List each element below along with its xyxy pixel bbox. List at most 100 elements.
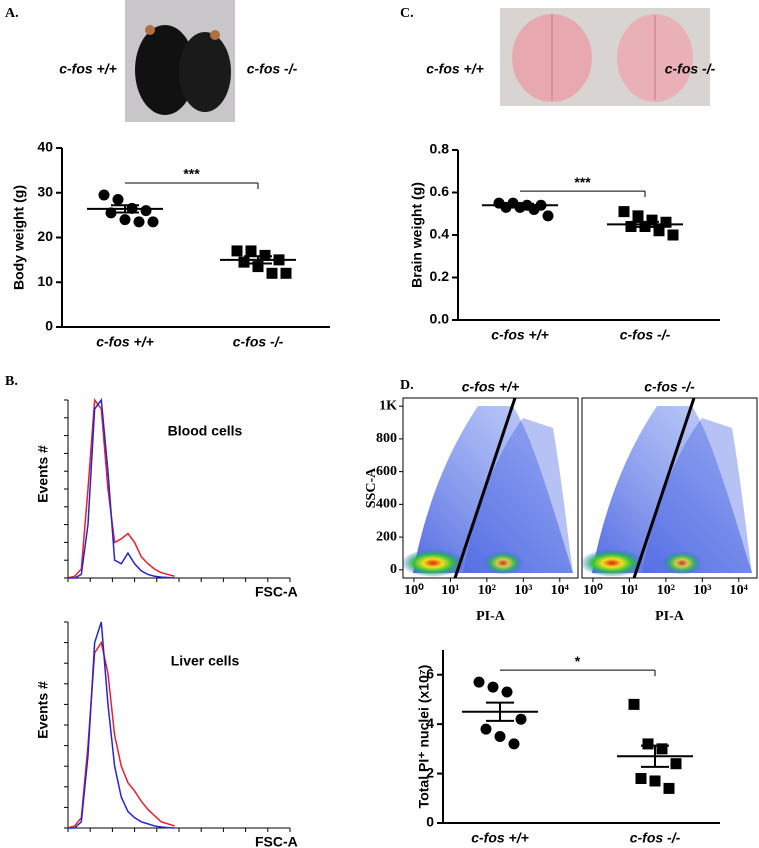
y-tick-label: 4 xyxy=(426,715,434,731)
y-tick-label: 0.4 xyxy=(430,226,450,242)
y-tick-label: 20 xyxy=(37,228,53,244)
x-tick-label: 10¹ xyxy=(441,583,459,598)
y-tick-label: 1K xyxy=(379,398,397,413)
x-axis-label: FSC-A xyxy=(255,834,298,848)
y-tick-label: 400 xyxy=(376,497,397,512)
data-point xyxy=(473,676,485,688)
data-point xyxy=(670,758,682,770)
x-tick-label: c-fos +/+ xyxy=(491,327,549,343)
y-tick-label: 6 xyxy=(426,665,434,681)
y-tick-label: 200 xyxy=(376,529,397,544)
chart-title: Liver cells xyxy=(171,653,240,669)
mouse-photo xyxy=(125,0,235,122)
panel-label: D. xyxy=(400,378,414,393)
y-tick-label: 0 xyxy=(390,562,397,577)
y-axis-label: Brain weight (g) xyxy=(409,182,425,288)
x-tick-label: 10² xyxy=(478,583,496,598)
x-tick-label: c-fos +/+ xyxy=(96,334,154,350)
x-tick-label: 10⁰ xyxy=(404,583,424,598)
x-axis-label: FSC-A xyxy=(255,584,298,600)
data-point xyxy=(542,210,554,222)
histogram-line xyxy=(68,621,175,829)
x-tick-label: 10⁴ xyxy=(730,583,749,598)
density-cloud xyxy=(403,398,575,578)
data-point xyxy=(632,210,644,222)
x-tick-label: 10¹ xyxy=(620,583,638,598)
data-point xyxy=(653,225,665,237)
data-point xyxy=(635,773,647,785)
panel-label: B. xyxy=(5,374,18,389)
histogram-line xyxy=(67,640,175,829)
data-point xyxy=(140,205,152,217)
significance-label: * xyxy=(575,653,581,669)
data-point xyxy=(646,214,658,226)
y-tick-label: 0.0 xyxy=(430,311,450,327)
y-axis-label: Body weight (g) xyxy=(11,185,27,290)
data-point xyxy=(656,743,668,755)
data-point xyxy=(501,686,513,698)
histogram-line xyxy=(68,397,175,579)
data-point xyxy=(649,775,661,787)
data-point xyxy=(231,245,243,257)
y-axis-label: Events # xyxy=(35,681,51,739)
data-point xyxy=(494,731,506,742)
data-point xyxy=(112,193,124,205)
data-point xyxy=(266,267,278,279)
photo-label: c-fos -/- xyxy=(665,61,716,77)
y-tick-label: 600 xyxy=(376,464,397,479)
data-point xyxy=(98,189,110,201)
x-axis-label: PI-A xyxy=(476,609,506,624)
significance-label: *** xyxy=(574,174,591,190)
data-point xyxy=(487,681,499,693)
x-tick-label: c-fos -/- xyxy=(630,830,681,846)
data-point xyxy=(660,216,672,228)
data-point xyxy=(147,216,159,228)
data-point xyxy=(628,698,640,710)
brain-photo xyxy=(500,8,710,106)
y-axis-label: Total PI⁺ nuclei (x10⁷) xyxy=(416,665,432,809)
photo-label: c-fos +/+ xyxy=(426,61,484,77)
y-tick-label: 2 xyxy=(426,764,434,780)
y-tick-label: 800 xyxy=(376,431,397,446)
data-point xyxy=(133,216,145,228)
x-tick-label: c-fos -/- xyxy=(233,334,284,350)
y-tick-label: 0.8 xyxy=(430,141,450,157)
panel-label: A. xyxy=(5,6,19,21)
y-tick-label: 0.2 xyxy=(430,268,450,284)
x-tick-label: 10⁰ xyxy=(583,583,603,598)
plot-frame xyxy=(581,397,758,579)
data-point xyxy=(618,206,630,218)
y-axis-label: Events # xyxy=(35,445,51,503)
data-point xyxy=(480,723,492,735)
data-point xyxy=(238,256,250,268)
histogram-line xyxy=(67,397,175,579)
data-point xyxy=(119,214,131,226)
data-point xyxy=(667,229,679,241)
photo-label: c-fos +/+ xyxy=(59,61,117,77)
x-axis-label: PI-A xyxy=(655,609,685,624)
density-cloud xyxy=(582,398,754,578)
x-tick-label: 10² xyxy=(657,583,675,598)
y-axis-label: SSC-A xyxy=(364,467,379,508)
photo-label: c-fos -/- xyxy=(247,61,298,77)
x-tick-label: c-fos -/- xyxy=(620,327,671,343)
x-tick-label: 10³ xyxy=(514,583,532,598)
data-point xyxy=(280,267,292,279)
data-point xyxy=(252,261,264,273)
chart-title: Blood cells xyxy=(168,423,243,439)
panel-label: C. xyxy=(400,6,414,21)
data-point xyxy=(508,738,520,750)
y-tick-label: 30 xyxy=(37,183,53,199)
data-point xyxy=(515,713,527,725)
y-tick-label: 10 xyxy=(37,273,53,289)
chart-title: c-fos -/- xyxy=(644,379,695,395)
data-point xyxy=(663,782,675,794)
chart-title: c-fos +/+ xyxy=(462,379,520,395)
data-point xyxy=(642,738,654,750)
y-tick-label: 0 xyxy=(45,318,53,334)
y-tick-label: 40 xyxy=(37,139,53,155)
significance-label: *** xyxy=(183,166,200,182)
y-tick-label: 0 xyxy=(426,814,434,830)
data-point xyxy=(245,245,257,257)
